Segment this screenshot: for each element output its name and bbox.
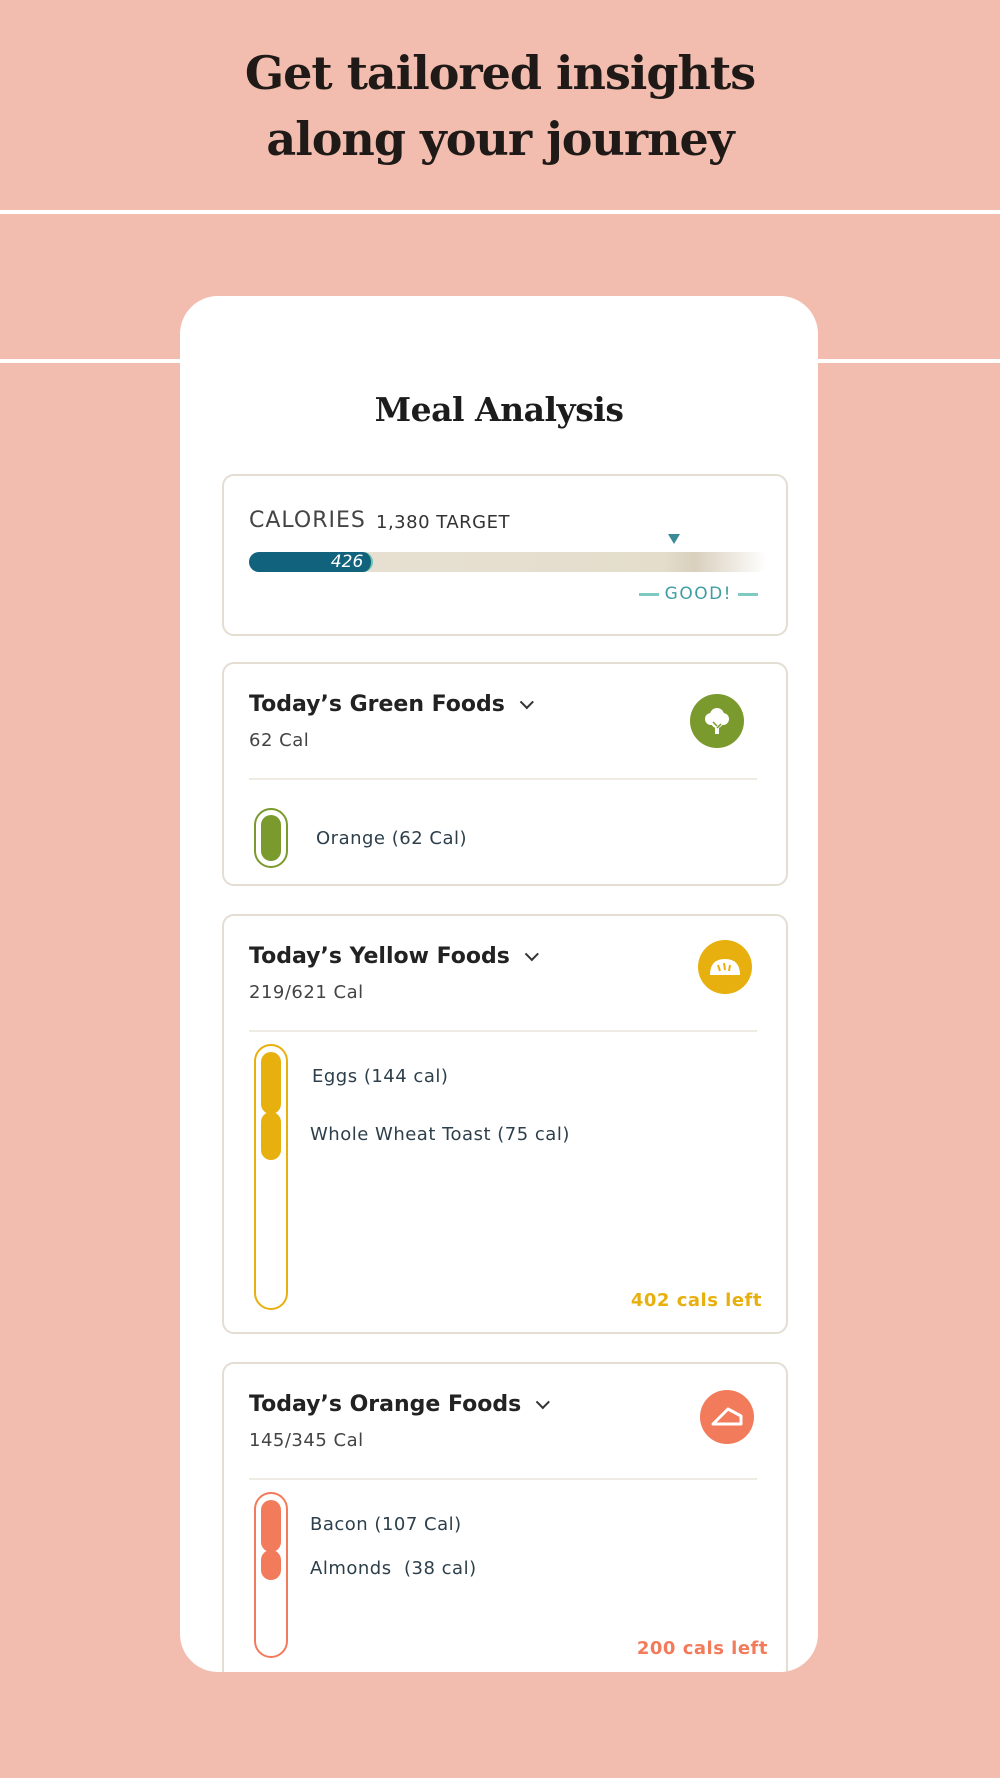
- gauge-segment-toast: [261, 1112, 281, 1160]
- calories-card: CALORIES 1,380 TARGET 426 GOOD!: [222, 474, 788, 636]
- calories-progress-track: 426: [249, 552, 767, 572]
- chevron-down-icon[interactable]: [524, 946, 539, 961]
- cheese-icon: [700, 1390, 754, 1444]
- decorative-line: [0, 210, 1000, 214]
- food-item-toast[interactable]: Whole Wheat Toast (75 cal): [310, 1124, 570, 1145]
- headline-line-1: Get tailored insights: [244, 46, 756, 100]
- chevron-down-icon[interactable]: [519, 694, 534, 709]
- orange-cals-left: 200 cals left: [636, 1638, 768, 1659]
- calories-current: 426: [330, 552, 364, 572]
- food-item-eggs[interactable]: Eggs (144 cal): [312, 1066, 449, 1087]
- orange-foods-title: Today’s Orange Foods: [249, 1392, 522, 1417]
- promo-headline: Get tailored insights along your journey: [0, 40, 1000, 172]
- gauge-segment-bacon: [261, 1500, 281, 1552]
- calories-status-text: GOOD!: [664, 584, 732, 604]
- orange-foods-gauge: [254, 1492, 288, 1658]
- orange-foods-calories: 145/345 Cal: [249, 1430, 364, 1451]
- gauge-segment-eggs: [261, 1052, 281, 1114]
- green-foods-header[interactable]: Today’s Green Foods: [249, 692, 534, 717]
- green-foods-title: Today’s Green Foods: [249, 692, 505, 717]
- calories-status: GOOD!: [638, 584, 758, 604]
- broccoli-icon: [690, 694, 744, 748]
- status-dash-left: [638, 592, 659, 596]
- yellow-cals-left: 402 cals left: [630, 1290, 762, 1311]
- screen-title: Meal Analysis: [374, 390, 624, 429]
- gauge-segment: [261, 815, 281, 861]
- yellow-foods-gauge: [254, 1044, 288, 1310]
- phone-screen: Meal Analysis CALORIES 1,380 TARGET 426 …: [180, 296, 818, 1672]
- green-foods-gauge: [254, 808, 288, 868]
- green-foods-card[interactable]: Today’s Green Foods 62 Cal Orange (62 Ca…: [222, 662, 788, 886]
- bread-icon: [698, 940, 752, 994]
- orange-foods-card[interactable]: Today’s Orange Foods 145/345 Cal Bacon (…: [222, 1362, 788, 1672]
- card-divider: [249, 1030, 757, 1032]
- yellow-foods-calories: 219/621 Cal: [249, 982, 364, 1003]
- green-foods-calories: 62 Cal: [249, 730, 310, 751]
- calories-progress-fill: 426: [249, 552, 374, 572]
- headline-line-2: along your journey: [266, 112, 734, 166]
- food-item-bacon[interactable]: Bacon (107 Cal): [310, 1514, 462, 1535]
- card-divider: [249, 1478, 757, 1480]
- gauge-segment-almonds: [261, 1550, 281, 1580]
- calories-target: 1,380 TARGET: [376, 512, 510, 533]
- yellow-foods-header[interactable]: Today’s Yellow Foods: [249, 944, 539, 969]
- yellow-foods-title: Today’s Yellow Foods: [249, 944, 510, 969]
- status-dash-right: [738, 592, 758, 596]
- yellow-foods-card[interactable]: Today’s Yellow Foods 219/621 Cal Eggs (1…: [222, 914, 788, 1334]
- card-divider: [249, 778, 757, 780]
- food-item-almonds[interactable]: Almonds (38 cal): [310, 1558, 477, 1579]
- calories-label: CALORIES: [249, 508, 366, 533]
- food-item-orange[interactable]: Orange (62 Cal): [316, 828, 467, 849]
- chevron-down-icon[interactable]: [535, 1394, 551, 1409]
- target-marker-icon: [668, 534, 680, 544]
- orange-foods-header[interactable]: Today’s Orange Foods: [249, 1392, 551, 1417]
